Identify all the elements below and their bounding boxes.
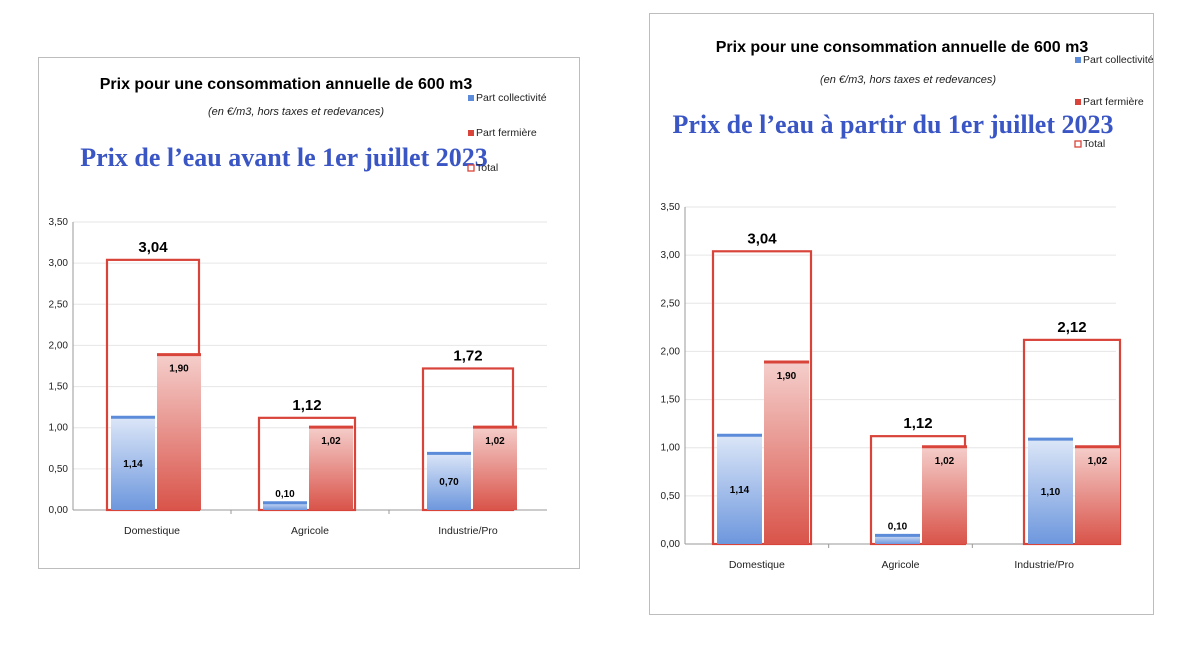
y-tick-label: 0,00	[49, 505, 69, 516]
bar-part-fermiere	[157, 353, 201, 510]
legend-swatch-0	[1075, 57, 1081, 63]
legend-swatch-1	[1075, 99, 1081, 105]
bar-part-fermiere	[764, 361, 809, 544]
legend-label: Total	[1083, 138, 1105, 150]
y-tick-label: 1,50	[49, 382, 69, 393]
y-tick-label: 3,00	[661, 250, 681, 261]
chart-after: Prix pour une consommation annuelle de 6…	[661, 39, 1153, 571]
legend-swatch-0	[468, 95, 474, 101]
data-label-fermiere: 1,02	[485, 436, 505, 447]
y-tick-label: 0,50	[661, 491, 681, 502]
bar-part-collectivite	[875, 534, 920, 544]
legend-swatch-total	[467, 164, 475, 172]
y-tick-label: 1,00	[49, 423, 69, 434]
chart-title: Prix pour une consommation annuelle de 6…	[100, 76, 473, 93]
x-category-label: Agricole	[882, 559, 920, 571]
y-tick-label: 2,50	[49, 299, 69, 310]
data-label-collectivite: 1,10	[1041, 487, 1061, 498]
data-label-fermiere: 1,02	[321, 436, 341, 447]
bar-part-fermiere	[1075, 445, 1120, 544]
x-category-label: Industrie/Pro	[438, 525, 498, 537]
legend-label: Part collectivité	[476, 92, 547, 104]
y-tick-label: 2,50	[661, 298, 681, 309]
bar-part-collectivite	[263, 501, 307, 510]
data-label-collectivite: 0,10	[275, 489, 295, 500]
chart-panel-before: Prix pour une consommation annuelle de 6…	[38, 57, 580, 569]
y-tick-label: 0,50	[49, 464, 69, 475]
bar-part-fermiere	[309, 426, 353, 510]
data-label-total: 2,12	[1057, 319, 1086, 336]
y-tick-label: 3,00	[49, 258, 69, 269]
data-label-collectivite: 0,10	[888, 521, 908, 532]
bar-part-fermiere	[922, 445, 967, 544]
bar-part-collectivite	[427, 452, 471, 510]
chart-panel-after: Prix pour une consommation annuelle de 6…	[649, 13, 1154, 615]
data-label-fermiere: 1,02	[935, 456, 955, 467]
chart-headline: Prix de l’eau à partir du 1er juillet 20…	[673, 110, 1114, 139]
y-tick-label: 3,50	[661, 202, 681, 213]
data-label-total: 1,72	[453, 347, 482, 364]
data-label-collectivite: 1,14	[123, 459, 143, 470]
legend-label: Part collectivité	[1083, 54, 1153, 66]
legend-swatch-total	[1074, 140, 1082, 148]
bar-part-fermiere	[473, 426, 517, 510]
chart-subtitle: (en €/m3, hors taxes et redevances)	[820, 74, 996, 86]
data-label-total: 1,12	[292, 397, 321, 414]
y-tick-label: 3,50	[49, 217, 69, 228]
chart-before: Prix pour une consommation annuelle de 6…	[49, 76, 547, 537]
legend-label: Part fermière	[1083, 96, 1144, 108]
chart-subtitle: (en €/m3, hors taxes et redevances)	[208, 106, 384, 118]
bar-part-collectivite	[717, 434, 762, 544]
y-tick-label: 1,00	[661, 443, 681, 454]
data-label-fermiere: 1,02	[1088, 456, 1108, 467]
data-label-total: 3,04	[138, 239, 168, 256]
legend-label: Total	[476, 162, 498, 174]
data-label-fermiere: 1,90	[777, 371, 797, 382]
bar-part-collectivite	[111, 416, 155, 510]
legend-swatch-1	[468, 130, 474, 136]
bar-part-collectivite	[1028, 438, 1073, 544]
y-tick-label: 0,00	[661, 539, 681, 550]
x-category-label: Domestique	[124, 525, 180, 537]
y-tick-label: 2,00	[661, 346, 681, 357]
data-label-fermiere: 1,90	[169, 364, 189, 375]
x-category-label: Industrie/Pro	[1014, 559, 1074, 571]
data-label-total: 3,04	[747, 230, 777, 247]
data-label-collectivite: 0,70	[439, 477, 459, 488]
y-tick-label: 1,50	[661, 395, 681, 406]
data-label-collectivite: 1,14	[730, 485, 750, 496]
legend-label: Part fermière	[476, 127, 537, 139]
chart-headline: Prix de l’eau avant le 1er juillet 2023	[80, 143, 488, 172]
x-category-label: Domestique	[729, 559, 785, 571]
data-label-total: 1,12	[903, 415, 932, 432]
chart-title: Prix pour une consommation annuelle de 6…	[716, 39, 1089, 56]
y-tick-label: 2,00	[49, 340, 69, 351]
x-category-label: Agricole	[291, 525, 329, 537]
